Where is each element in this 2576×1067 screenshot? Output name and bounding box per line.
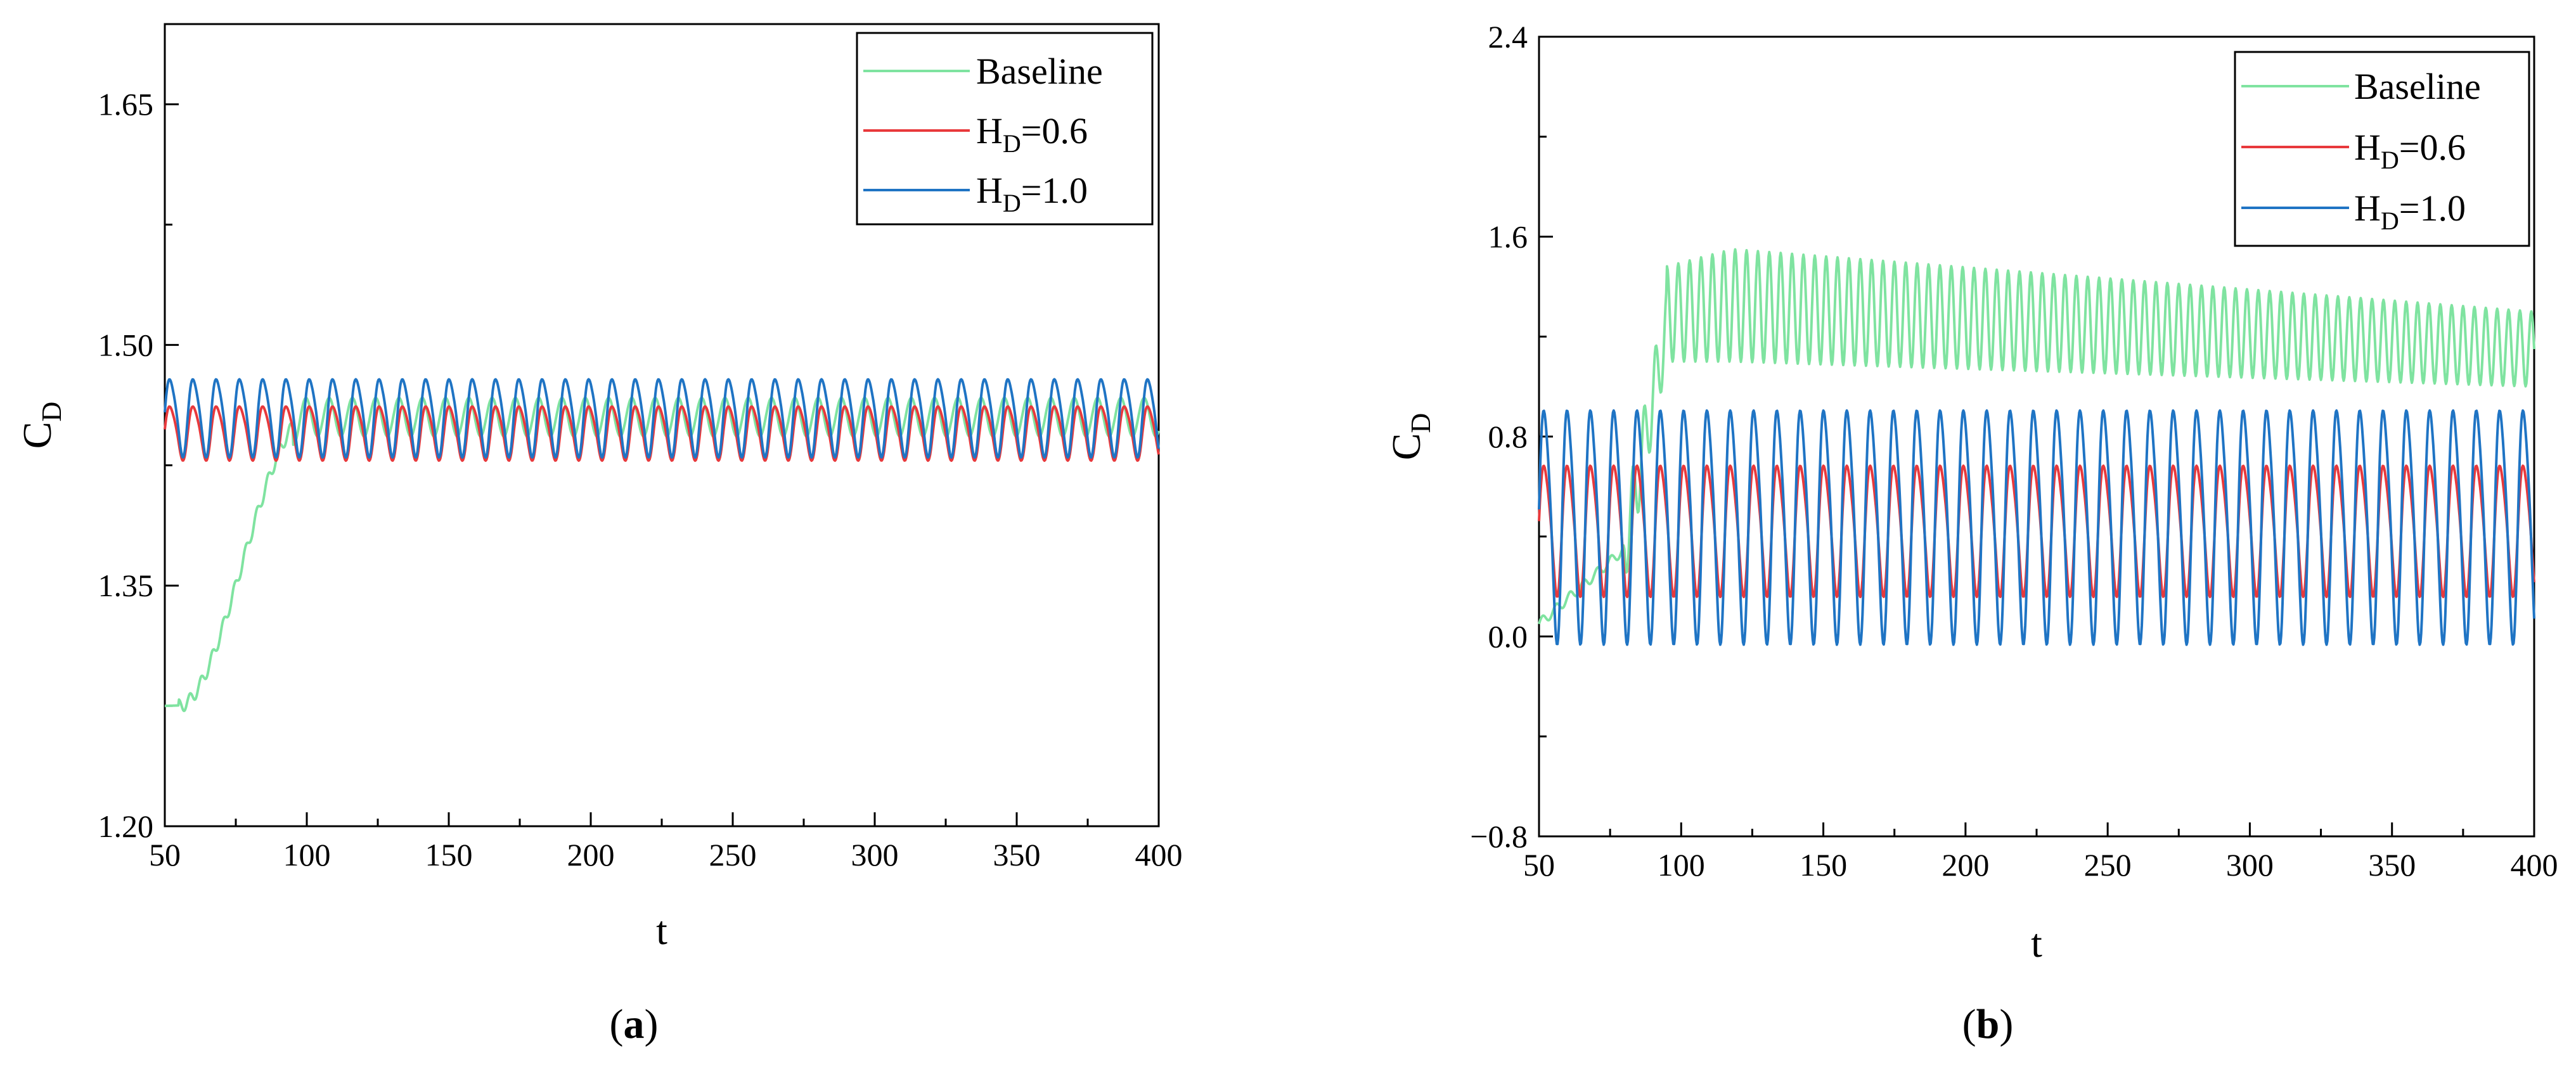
svg-text:CD: CD [1384,413,1436,460]
x-tick-label-a-0: 50 [149,837,181,872]
legend-label-b-baseline: Baseline [2354,66,2481,107]
x-tick-label-b-2: 150 [1800,847,1847,883]
y-tick-label-b-4: 2.4 [1488,19,1528,54]
y-axis-title-main-a: C [15,422,60,449]
chart-panel-b: CD t (b) 50 100 150 200 250 300 350 400 −0.8 0.0 0… [1384,19,2558,1047]
svg-text:CD: CD [15,402,67,449]
series-line-b-h-d-1-0 [1538,409,2535,646]
series-group-a [164,378,1160,712]
y-tick-label-a-2: 1.50 [98,327,154,362]
series-line-a-h-d-1-0 [164,378,1160,459]
x-tick-label-a-4: 250 [709,837,757,872]
x-tick-label-b-1: 100 [1658,847,1705,883]
legend-b: Baseline HD=0.6 HD=1.0 [2234,51,2530,247]
y-axis-title-sub-b: D [1405,413,1436,433]
panel-label-a: (a) [610,1001,659,1047]
series-line-a-h-d-0-6 [164,405,1160,462]
x-tick-label-b-0: 50 [1523,847,1555,883]
y-tick-label-b-2: 0.8 [1488,419,1528,454]
series-line-b-baseline [1538,248,2535,625]
y-axis-title-sub-a: D [36,402,67,422]
legend-label-b-hd06: HD=0.6 [2354,127,2466,174]
legend-label-a-hd10: HD=1.0 [976,170,1088,217]
legend-label-a-baseline: Baseline [976,51,1103,92]
x-tick-label-a-3: 200 [567,837,615,872]
panel-label-b: (b) [1962,1001,2014,1047]
y-axis-title-b: CD [1384,413,1436,460]
y-tick-label-b-1: 0.0 [1488,619,1528,655]
legend-box-a [856,32,1154,226]
legend-box-b [2234,51,2530,247]
x-tick-label-a-6: 350 [993,837,1041,872]
y-tick-label-a-0: 1.20 [98,808,154,844]
x-axis-title-b: t [2031,921,2042,966]
legend-a: Baseline HD=0.6 HD=1.0 [856,32,1154,226]
legend-label-a-hd06: HD=0.6 [976,110,1088,158]
x-tick-label-b-6: 350 [2368,847,2416,883]
y-tick-label-a-3: 1.65 [98,87,154,122]
series-line-a-baseline [164,397,1160,712]
x-tick-label-b-7: 400 [2511,847,2558,883]
x-tick-label-a-2: 150 [425,837,473,872]
x-tick-label-b-5: 300 [2226,847,2274,883]
ticks-b: 50 100 150 200 250 300 350 400 −0.8 0.0 0.8 1.6 2.4 [1470,19,2558,883]
chart-panel-a: CD t (a) 50 100 150 200 250 300 350 400 1.20 1.35… [15,23,1183,1047]
x-tick-label-b-3: 200 [1942,847,1989,883]
legend-label-b-hd10: HD=1.0 [2354,188,2466,235]
x-axis-title-a: t [656,908,667,953]
ticks-a: 50 100 150 200 250 300 350 400 1.20 1.35 1.50 1.65 [98,87,1183,872]
y-tick-label-a-1: 1.35 [98,568,154,603]
x-tick-label-b-4: 250 [2084,847,2132,883]
y-tick-label-b-3: 1.6 [1488,219,1528,255]
y-axis-title-main-b: C [1384,433,1429,461]
x-tick-label-a-5: 300 [851,837,899,872]
x-tick-label-a-7: 400 [1135,837,1183,872]
x-tick-label-a-1: 100 [283,837,331,872]
series-group-b [1538,248,2535,646]
y-axis-title-a: CD [15,402,67,449]
y-tick-label-b-0: −0.8 [1470,819,1528,854]
